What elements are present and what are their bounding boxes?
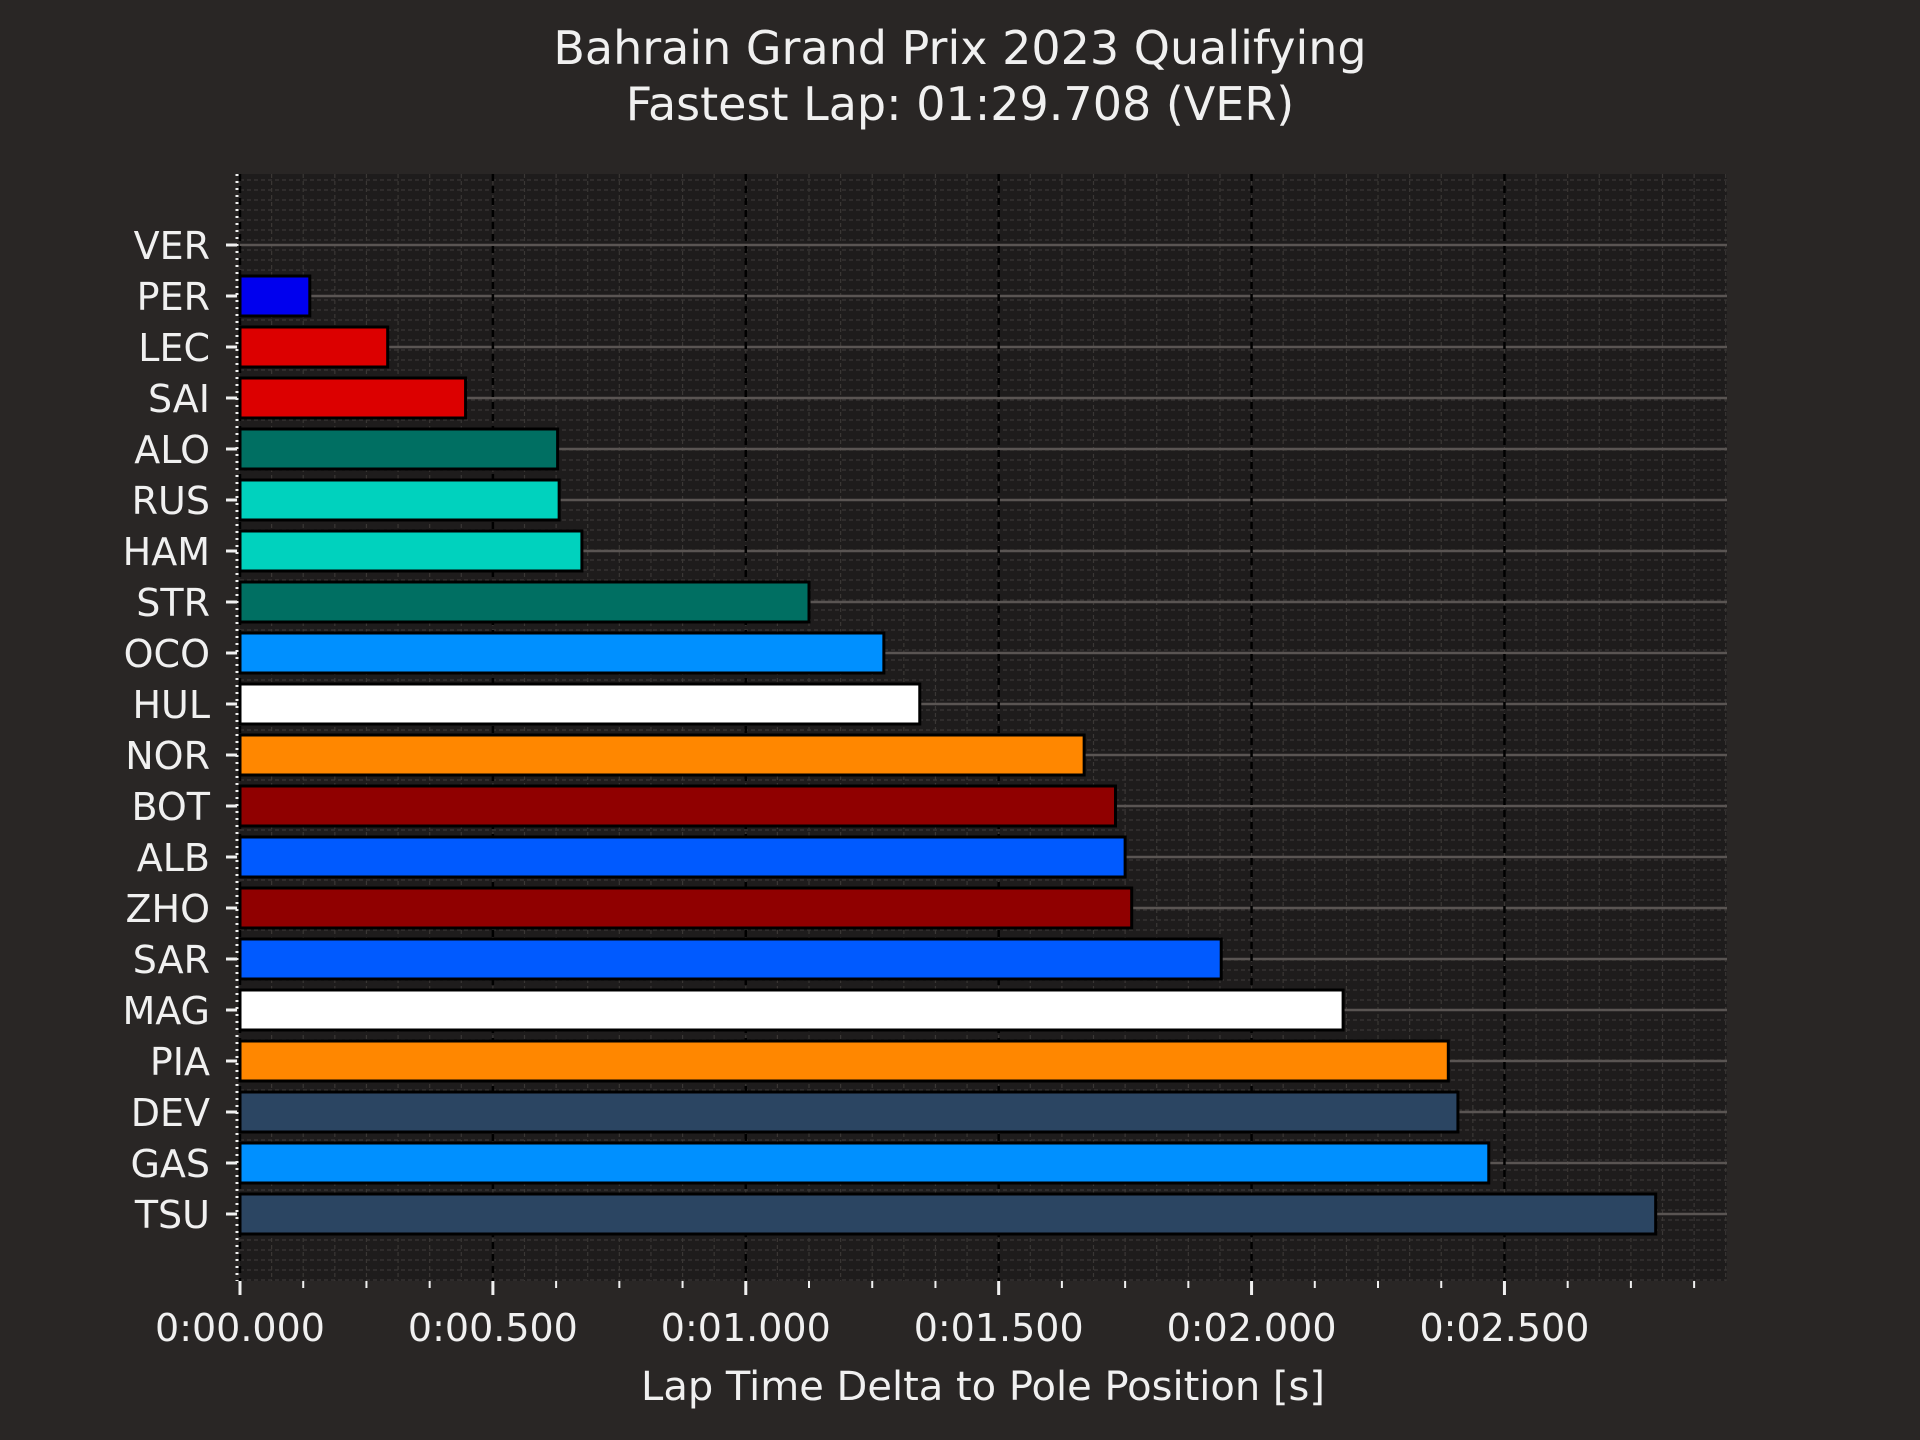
y-tick-label: RUS [132,479,210,523]
bar-zho [238,886,1134,930]
bar-layer [238,274,1658,1236]
y-tick-label: ALB [137,836,210,880]
bar-alo [238,427,560,471]
y-tick-label: TSU [134,1193,210,1237]
y-tick-label: NOR [125,734,210,778]
bar-dev [238,1090,1460,1134]
x-tick-label: 0:02.500 [1419,1306,1589,1350]
bar-ham [238,529,584,573]
y-tick-label: VER [134,224,210,268]
bar-hul [238,682,922,726]
bar-pia [238,1039,1450,1083]
y-tick-label: MAG [122,989,210,1033]
x-axis-label: Lap Time Delta to Pole Position [s] [641,1364,1325,1410]
y-tick-label: HUL [132,683,210,727]
y-tick-label: STR [136,581,210,625]
y-tick-label: HAM [123,530,210,574]
chart-subtitle: Fastest Lap: 01:29.708 (VER) [626,77,1294,131]
chart-title: Bahrain Grand Prix 2023 Qualifying [553,21,1366,75]
y-tick-label: PER [137,275,210,319]
bar-alb [238,835,1127,879]
bar-sar [238,937,1223,981]
x-tick-label: 0:00.000 [155,1306,325,1350]
y-tick-label: SAR [133,938,210,982]
bar-mag [238,988,1345,1032]
bar-sai [238,376,468,420]
y-tick-label: PIA [150,1040,210,1084]
bar-rus [238,478,561,522]
y-tick-label: LEC [138,326,210,370]
y-tick-label: ALO [134,428,210,472]
x-tick-label: 0:01.500 [914,1306,1084,1350]
y-axis: VER PER LEC SAI ALO RUS HAM STR OCO HUL NOR BOT ALB Z… [122,174,239,1281]
bar-oco [238,631,886,675]
bar-per [238,274,312,318]
y-tick-label: BOT [131,785,210,829]
bar-tsu [238,1192,1658,1236]
bar-lec [238,325,390,369]
bar-gas [238,1141,1491,1185]
y-tick-label: DEV [131,1091,210,1135]
x-tick-label: 0:00.500 [408,1306,578,1350]
y-tick-label: ZHO [125,887,210,931]
bar-bot [238,784,1118,828]
bar-str [238,580,811,624]
y-tick-label: SAI [148,377,210,421]
x-tick-label: 0:01.000 [661,1306,831,1350]
x-tick-label: 0:02.000 [1167,1306,1337,1350]
x-axis: 0:00.000 0:00.500 0:01.000 0:01.500 0:02.000… [155,1281,1696,1350]
y-tick-label: OCO [124,632,210,676]
y-tick-label: GAS [130,1142,210,1186]
bar-nor [238,733,1086,777]
